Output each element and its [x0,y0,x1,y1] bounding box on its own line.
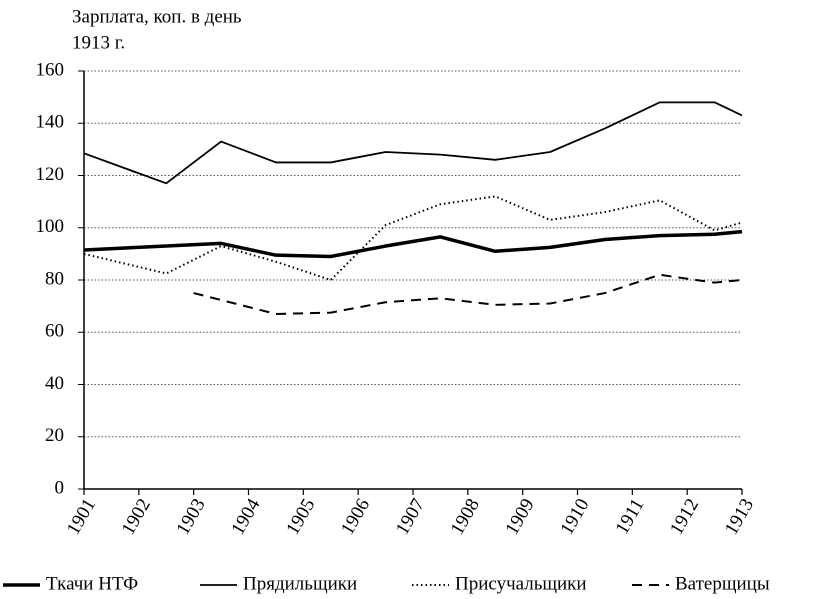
x-tick-label: 1904 [227,495,264,539]
y-tick-label: 80 [45,268,64,289]
y-tick-label: 160 [36,59,65,80]
y-tick-label: 140 [36,112,65,133]
x-tick-label: 1901 [63,495,100,538]
x-tick-label: 1913 [721,495,758,538]
series-line [83,101,743,185]
legend-label: Присучальщики [455,573,587,594]
y-tick-label: 20 [45,425,64,446]
series-line [83,229,743,259]
y-tick-label: 40 [45,373,64,394]
legend-label: Прядильщики [243,573,357,594]
x-tick-label: 1903 [173,495,210,538]
y-tick-label: 100 [36,216,65,237]
x-tick-label: 1905 [282,495,319,538]
x-tick-label: 1908 [447,495,484,538]
series-line [83,195,743,281]
chart-subtitle: 1913 г. [72,32,125,53]
y-tick-label: 60 [45,321,64,342]
series-line [193,273,743,315]
x-tick-label: 1910 [556,495,593,538]
x-tick-label: 1909 [502,495,539,538]
chart-title: Зарплата, коп. в день [72,6,242,27]
legend-label: Ватерщицы [675,573,770,594]
x-tick-label: 1911 [612,495,649,538]
x-tick-label: 1912 [666,495,703,538]
y-tick-label: 120 [36,164,65,185]
x-tick-label: 1902 [118,495,155,538]
x-tick-label: 1907 [392,495,429,538]
x-tick-label: 1906 [337,495,374,538]
y-tick-label: 0 [55,477,65,498]
legend-label: Ткачи НТФ [46,573,138,594]
